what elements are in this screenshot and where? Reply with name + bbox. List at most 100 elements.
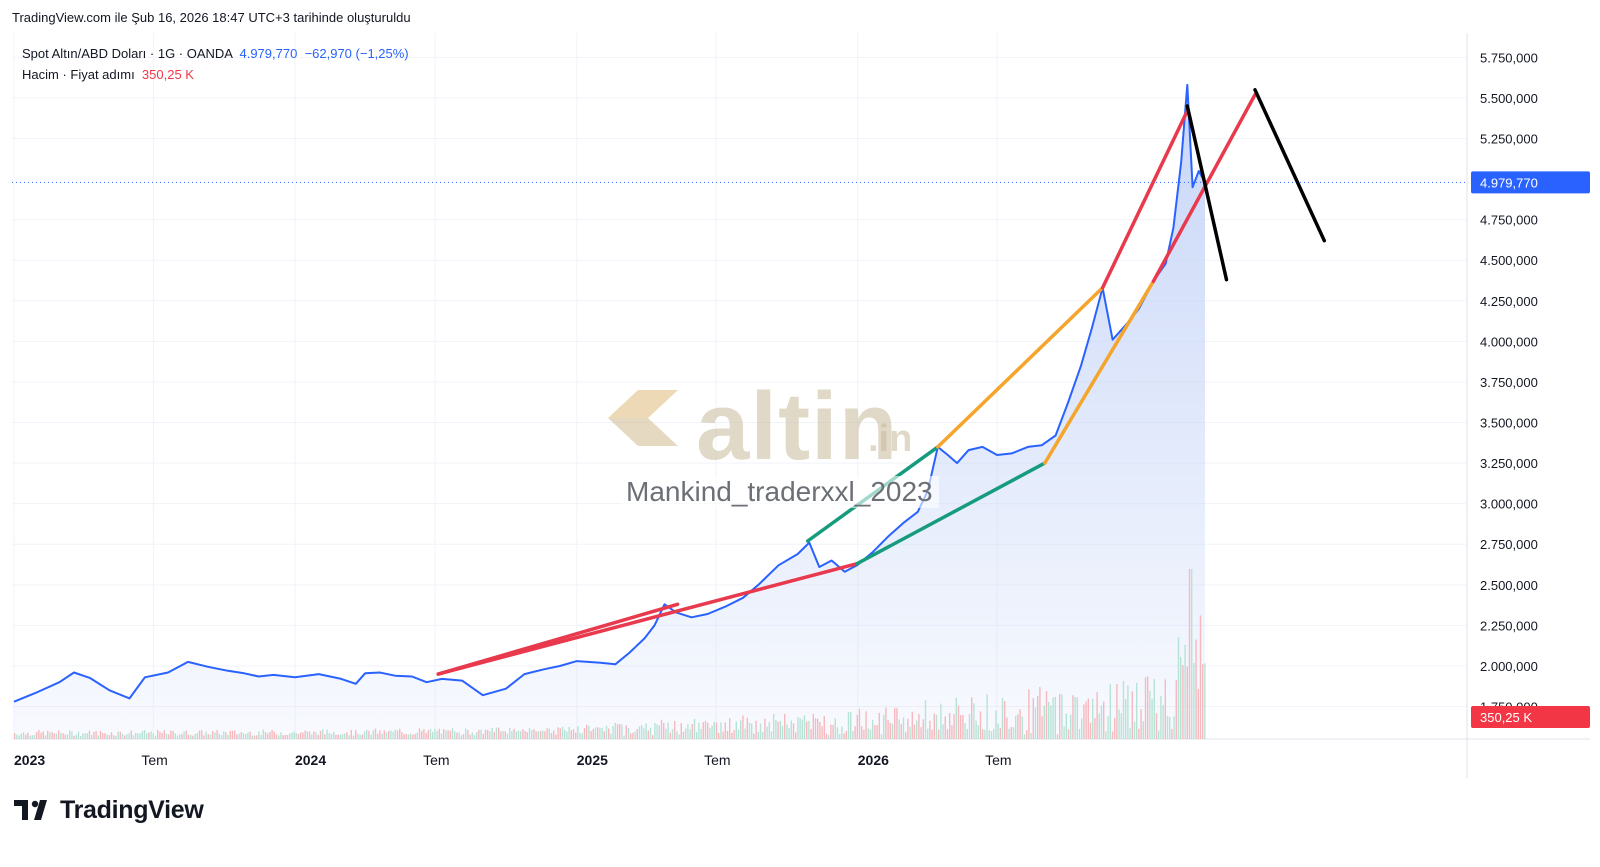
volume-bar: [130, 730, 132, 739]
volume-bar: [960, 715, 962, 739]
volume-bar: [421, 731, 423, 739]
volume-bar: [183, 731, 185, 739]
volume-bar: [575, 732, 577, 739]
volume-bar: [733, 730, 735, 739]
volume-bar: [748, 722, 751, 739]
volume-bar: [852, 731, 854, 739]
volume-bar: [328, 733, 330, 739]
volume-bar: [18, 735, 20, 739]
volume-bar: [539, 730, 542, 739]
volume-bar: [284, 735, 286, 739]
volume-bar: [1074, 697, 1076, 739]
volume-bar: [99, 731, 102, 739]
volume-bar: [1111, 731, 1114, 739]
volume-bar: [218, 733, 220, 739]
volume-bar: [469, 734, 471, 739]
price-line: [13, 83, 1206, 703]
volume-bar: [1012, 727, 1015, 739]
volume-bar: [775, 720, 777, 739]
volume-bar: [1114, 717, 1116, 739]
volume-bar: [828, 735, 830, 739]
volume-bar: [643, 728, 645, 739]
volume-bar: [88, 730, 91, 739]
volume-bar: [597, 727, 599, 739]
volume-bar: [845, 730, 847, 739]
volume-bar: [256, 735, 258, 739]
volume-bar: [438, 728, 440, 739]
volume-bar: [396, 730, 399, 739]
volume-bar: [533, 729, 535, 739]
volume-bar: [146, 733, 148, 739]
volume-bar: [454, 731, 456, 739]
volume-bar: [977, 725, 979, 739]
volume-bar: [962, 715, 964, 739]
volume-bar: [240, 732, 242, 739]
volume-bar: [1140, 709, 1142, 739]
volume-bar: [746, 717, 748, 739]
volume-bar: [665, 728, 667, 739]
volume-bar: [616, 724, 619, 739]
volume-bar: [1070, 714, 1072, 739]
chart-frame[interactable]: 5.750,000 5.500,000 5.250,000 4.750,000 4.50…: [12, 33, 1590, 778]
symbol-name[interactable]: Spot Altın/ABD Doları · 1G · OANDA: [22, 46, 233, 61]
volume-bar: [735, 721, 737, 739]
volume-bar: [984, 729, 986, 739]
volume-bar: [75, 734, 77, 739]
volume-bar: [58, 730, 60, 739]
volume-bar: [839, 734, 841, 739]
volume-bar: [724, 722, 726, 739]
volume-bar: [359, 734, 361, 739]
volume-bar: [658, 725, 660, 739]
tradingview-brand[interactable]: TradingView: [14, 796, 204, 825]
volume-bar: [390, 730, 392, 739]
volume-bar: [663, 723, 665, 739]
volume-bar: [627, 728, 630, 739]
volume-bar: [335, 734, 337, 739]
volume-bar: [491, 727, 493, 739]
volume-bar: [808, 720, 810, 739]
volume-bar: [333, 732, 335, 739]
volume-bar: [883, 714, 885, 739]
volume-bar: [858, 708, 861, 739]
volume-bar: [302, 732, 304, 739]
volume-bar: [91, 735, 93, 739]
volume-bar: [935, 714, 938, 739]
volume-bar: [271, 729, 273, 739]
volume-bar: [495, 727, 498, 739]
volume-bar: [693, 719, 696, 739]
y-tick-label: 5.250,000: [1480, 131, 1538, 146]
legend-symbol-row: Spot Altın/ABD Doları · 1G · OANDA 4.979…: [22, 43, 409, 64]
volume-bar: [894, 708, 896, 739]
volume-bar: [405, 734, 407, 739]
volume-bar: [599, 727, 601, 739]
y-tick-label: 3.250,000: [1480, 456, 1538, 471]
volume-bar: [797, 717, 799, 739]
volume-bar: [414, 733, 416, 739]
price-chart[interactable]: 5.750,000 5.500,000 5.250,000 4.750,000 4.50…: [12, 33, 1590, 778]
volume-bar: [1100, 705, 1103, 739]
volume-bar: [801, 719, 803, 739]
volume-bar: [601, 727, 603, 739]
volume-label[interactable]: Hacim · Fiyat adımı: [22, 67, 135, 82]
last-price-tag: [1471, 171, 1590, 194]
volume-bar: [69, 730, 71, 739]
volume-bar: [227, 735, 229, 739]
volume-bar: [938, 729, 940, 739]
volume-bar: [720, 722, 722, 739]
volume-bar: [337, 734, 339, 739]
volume-bar: [1021, 716, 1023, 739]
volume-tag: [1471, 706, 1590, 728]
volume-bar: [557, 727, 559, 739]
volume-bar: [511, 731, 513, 739]
volume-bar: [1076, 697, 1078, 739]
volume-bar: [113, 735, 115, 739]
volume-bar: [49, 732, 51, 739]
volume-bar: [214, 732, 216, 739]
volume-bar: [388, 731, 390, 739]
volume-bar: [1096, 692, 1098, 739]
volume-bar: [803, 715, 806, 739]
volume-bar: [275, 734, 278, 739]
volume-bar: [522, 729, 524, 739]
volume-bar: [357, 733, 359, 739]
volume-bar: [806, 721, 808, 739]
